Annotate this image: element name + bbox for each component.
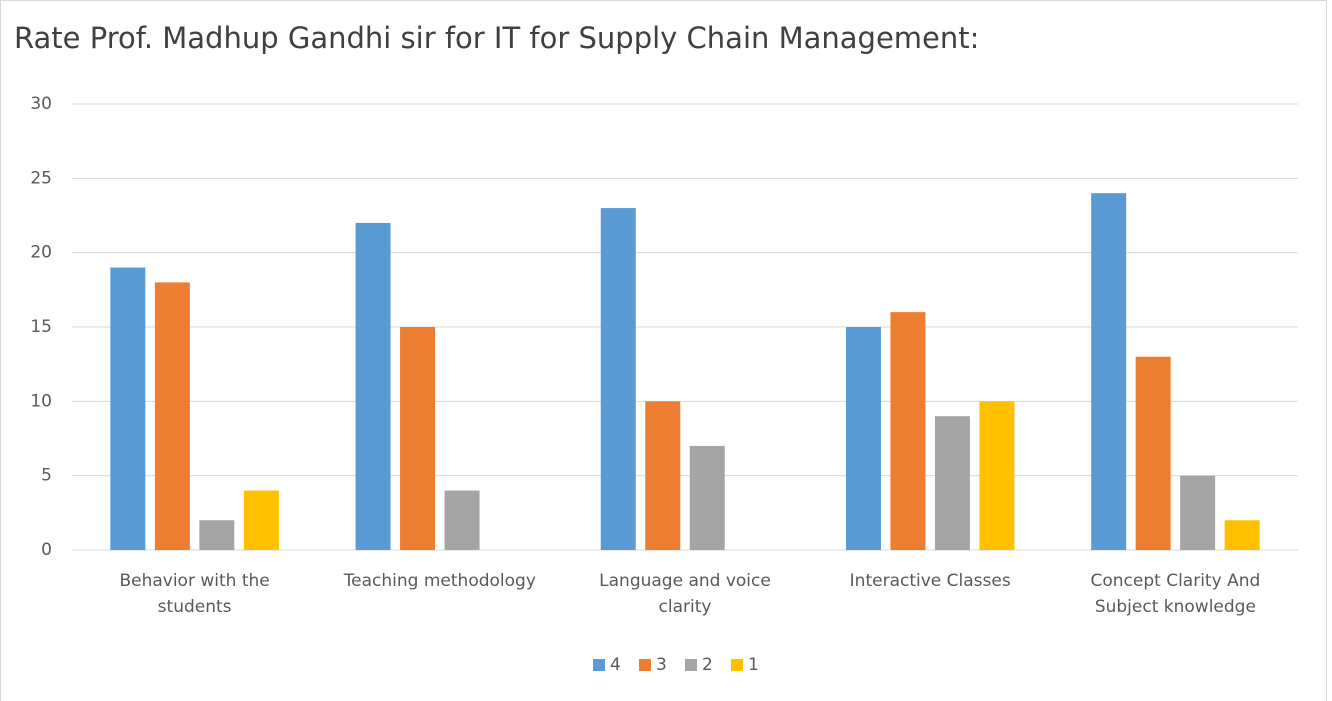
legend-label: 2 (702, 655, 713, 675)
bar (400, 327, 436, 550)
bar (645, 401, 681, 550)
legend-swatch (593, 659, 605, 671)
bar (110, 267, 146, 550)
legend-swatch (731, 659, 743, 671)
legend-swatch (685, 659, 697, 671)
y-tick-label: 15 (30, 317, 52, 337)
bar (1135, 356, 1171, 550)
legend-swatch (639, 659, 651, 671)
bar (979, 401, 1015, 550)
bar (890, 312, 926, 550)
legend-label: 1 (748, 655, 759, 675)
legend-label: 4 (610, 655, 621, 675)
bar (243, 490, 279, 550)
bar (1224, 520, 1260, 550)
y-tick-label: 0 (41, 540, 52, 560)
x-tick-label: Concept Clarity And Subject knowledge (1090, 571, 1261, 617)
bar (1180, 475, 1216, 550)
legend-label: 3 (656, 655, 667, 675)
y-tick-label: 20 (30, 243, 52, 263)
bar (444, 490, 480, 550)
x-tick-label: Interactive Classes (849, 571, 1011, 591)
y-tick-label: 10 (30, 391, 52, 411)
y-tick-label: 5 (41, 466, 52, 486)
bar (199, 520, 235, 550)
x-tick-label: Behavior with the students (119, 571, 270, 617)
bar (934, 416, 970, 550)
bar (1091, 193, 1127, 550)
bar (689, 445, 725, 550)
bar (845, 327, 881, 550)
bar (600, 208, 636, 551)
x-tick-label: Teaching methodology (343, 571, 536, 591)
chart-title: Rate Prof. Madhup Gandhi sir for IT for … (14, 21, 979, 55)
bar (355, 222, 391, 550)
y-tick-label: 25 (30, 168, 52, 188)
x-tick-label: Language and voice clarity (599, 571, 771, 617)
y-tick-label: 30 (30, 94, 52, 114)
bar (154, 282, 190, 550)
